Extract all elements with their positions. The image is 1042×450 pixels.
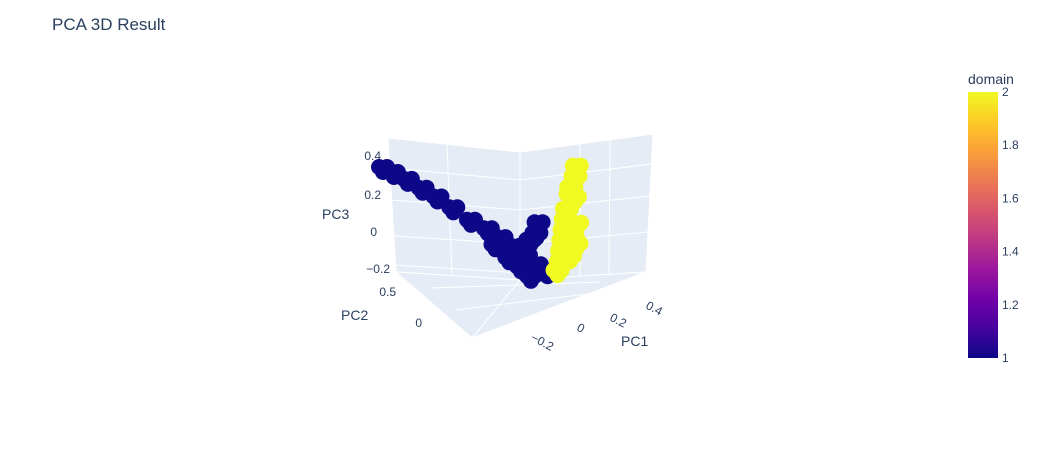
colorbar-tick-label: 1.6 [1002,191,1019,205]
scatter-point-domain-1 [526,267,543,284]
colorbar-tick-label: 2 [1002,85,1009,99]
scatter-point-domain-2 [573,214,590,231]
z-tick-label: 0 [370,225,377,239]
y-axis-title: PC2 [341,307,368,323]
colorbar-ticks: 1 1.2 1.4 1.6 1.8 2 [1002,85,1019,365]
z-axis-title: PC3 [322,206,349,222]
scatter-point-domain-1 [449,199,466,216]
y-tick-label: 0 [415,316,422,330]
x-tick-label: 0 [575,320,588,336]
chart-title: PCA 3D Result [52,15,166,34]
scatter-point-domain-2 [570,188,587,205]
colorbar-title: domain [968,71,1014,87]
y-axis-ticks: 0.5 0 [379,285,422,330]
scatter-points[interactable] [371,157,590,289]
z-tick-label: 0.2 [364,188,381,202]
colorbar [968,92,998,358]
x-axis-title: PC1 [621,333,648,349]
z-tick-label: −0.2 [366,262,390,276]
x-tick-label: −0.2 [529,330,557,354]
floor [394,271,647,339]
colorbar-tick-label: 1 [1002,351,1009,365]
z-axis-ticks: 0.4 0.2 0 −0.2 [364,149,390,276]
x-tick-label: 0.4 [644,298,666,318]
scatter-point-domain-2 [553,262,570,279]
colorbar-tick-label: 1.2 [1002,298,1019,312]
colorbar-tick-label: 1.4 [1002,245,1019,259]
colorbar-tick-label: 1.8 [1002,138,1019,152]
scatter-point-domain-2 [572,235,589,252]
x-tick-label: 0.2 [608,310,630,330]
scatter-point-domain-1 [534,214,551,231]
y-tick-label: 0.5 [379,285,396,299]
scatter-point-domain-1 [491,236,508,253]
